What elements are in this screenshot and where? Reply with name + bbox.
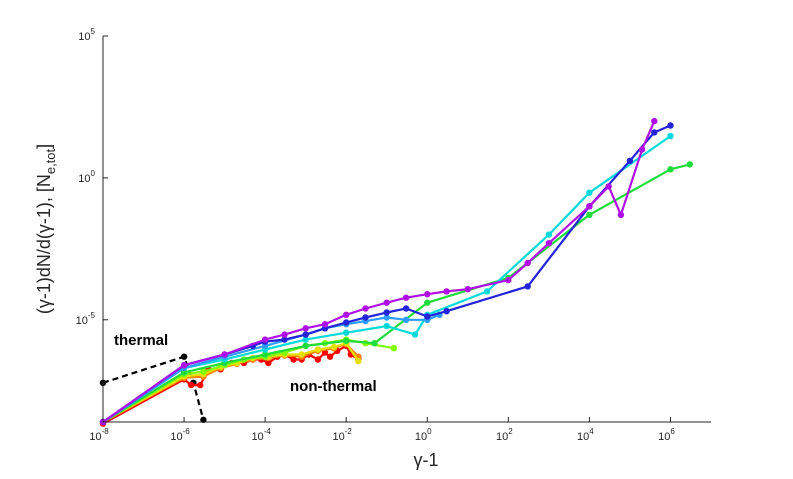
data-point	[200, 368, 207, 375]
data-point	[411, 331, 419, 338]
data-point	[261, 336, 269, 343]
data-point	[402, 294, 410, 301]
data-point	[390, 345, 398, 352]
data-point	[402, 305, 410, 312]
y-tick-label: 105	[78, 27, 95, 43]
data-point	[197, 381, 204, 389]
data-point	[314, 356, 322, 363]
data-point	[343, 329, 350, 336]
data-point	[686, 161, 693, 168]
data-point	[326, 353, 334, 360]
series-9	[99, 117, 658, 426]
data-point	[617, 211, 625, 218]
data-point	[443, 288, 450, 295]
data-point	[443, 308, 450, 315]
data-point	[667, 132, 674, 140]
data-point	[383, 314, 390, 321]
data-point	[343, 337, 350, 345]
data-point	[545, 231, 553, 238]
data-point	[586, 203, 593, 210]
data-point	[261, 351, 269, 358]
data-point	[383, 322, 390, 330]
data-point	[586, 211, 593, 218]
x-tick-label: 100	[415, 427, 432, 443]
data-point	[402, 316, 410, 323]
data-point	[265, 359, 272, 367]
y-tick-label: 100	[78, 169, 95, 185]
data-point	[371, 340, 378, 347]
data-point	[330, 343, 338, 351]
data-point	[667, 122, 674, 129]
x-tick-label: 10-2	[333, 427, 353, 443]
data-point	[464, 286, 471, 293]
data-point	[362, 305, 369, 312]
data-point	[180, 369, 188, 376]
data-point	[651, 129, 658, 136]
data-point	[343, 319, 350, 326]
data-point	[302, 325, 309, 332]
x-ticks: 10-8 10-6 10-4 10-2 100 102 104 106	[89, 417, 675, 443]
data-point	[626, 157, 634, 164]
data-point	[180, 362, 188, 369]
data-point	[298, 351, 305, 358]
series-layer	[99, 117, 693, 427]
series-line	[102, 120, 656, 423]
x-tick-label: 106	[658, 427, 675, 443]
data-point	[424, 313, 431, 320]
x-tick-label: 104	[577, 427, 594, 443]
data-point	[281, 336, 288, 343]
data-point	[281, 331, 288, 338]
data-point	[290, 356, 297, 363]
data-point	[362, 314, 369, 321]
data-point	[424, 291, 431, 298]
data-point	[321, 321, 329, 328]
data-point	[383, 299, 390, 306]
y-axis-title-main: (γ-1)dN/d(γ-1), [N	[34, 174, 54, 314]
data-point	[638, 146, 646, 153]
data-point	[524, 283, 531, 290]
data-point	[383, 309, 390, 316]
data-point	[302, 342, 309, 350]
data-point	[180, 353, 188, 360]
data-point	[355, 357, 362, 365]
annotation-thermal: thermal	[114, 332, 168, 349]
data-point	[200, 416, 207, 423]
data-point	[302, 331, 309, 338]
data-point	[302, 336, 309, 343]
y-tick-label: 10-5	[76, 311, 96, 327]
x-tick-label: 10-8	[89, 427, 109, 443]
data-point	[605, 183, 612, 190]
data-point	[524, 259, 531, 267]
data-point	[188, 381, 195, 389]
series-line	[102, 163, 691, 423]
data-point	[314, 346, 322, 353]
data-point	[343, 311, 350, 318]
x-tick-label: 10-4	[251, 427, 271, 443]
data-point	[483, 288, 491, 295]
data-point	[667, 166, 674, 173]
y-ticks: 10-5 100 105	[76, 27, 108, 327]
y-axis-title-end: ]	[34, 144, 54, 149]
y-axis-title: (γ-1)dN/d(γ-1), [Ne,tot]	[34, 144, 58, 314]
data-point	[424, 299, 431, 306]
data-point	[221, 351, 228, 358]
y-axis-title-subscript: e,tot	[43, 148, 58, 174]
plot-area	[103, 36, 711, 422]
series-line	[102, 355, 205, 421]
x-tick-label: 10-6	[170, 427, 190, 443]
data-point	[545, 240, 553, 247]
x-tick-label: 102	[496, 427, 513, 443]
annotation-non-thermal: non-thermal	[290, 378, 377, 395]
data-point	[505, 276, 512, 284]
data-point	[586, 189, 593, 196]
x-axis-title: γ-1	[413, 450, 438, 470]
data-point	[651, 117, 658, 125]
